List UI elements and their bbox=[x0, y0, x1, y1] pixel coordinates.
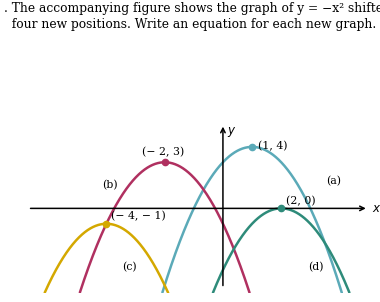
Text: (− 2, 3): (− 2, 3) bbox=[142, 147, 184, 158]
Text: $x$: $x$ bbox=[372, 202, 380, 215]
Text: (c): (c) bbox=[122, 262, 137, 272]
Text: (d): (d) bbox=[309, 262, 324, 272]
Text: (− 4, − 1): (− 4, − 1) bbox=[111, 211, 166, 221]
Text: (2, 0): (2, 0) bbox=[286, 196, 315, 206]
Text: four new positions. Write an equation for each new graph.: four new positions. Write an equation fo… bbox=[4, 18, 376, 31]
Text: (a): (a) bbox=[326, 175, 341, 186]
Text: $y$: $y$ bbox=[227, 125, 237, 139]
Text: (1, 4): (1, 4) bbox=[258, 141, 287, 151]
Text: . The accompanying figure shows the graph of y = −x² shifted to: . The accompanying figure shows the grap… bbox=[4, 2, 380, 14]
Text: (b): (b) bbox=[102, 180, 118, 191]
